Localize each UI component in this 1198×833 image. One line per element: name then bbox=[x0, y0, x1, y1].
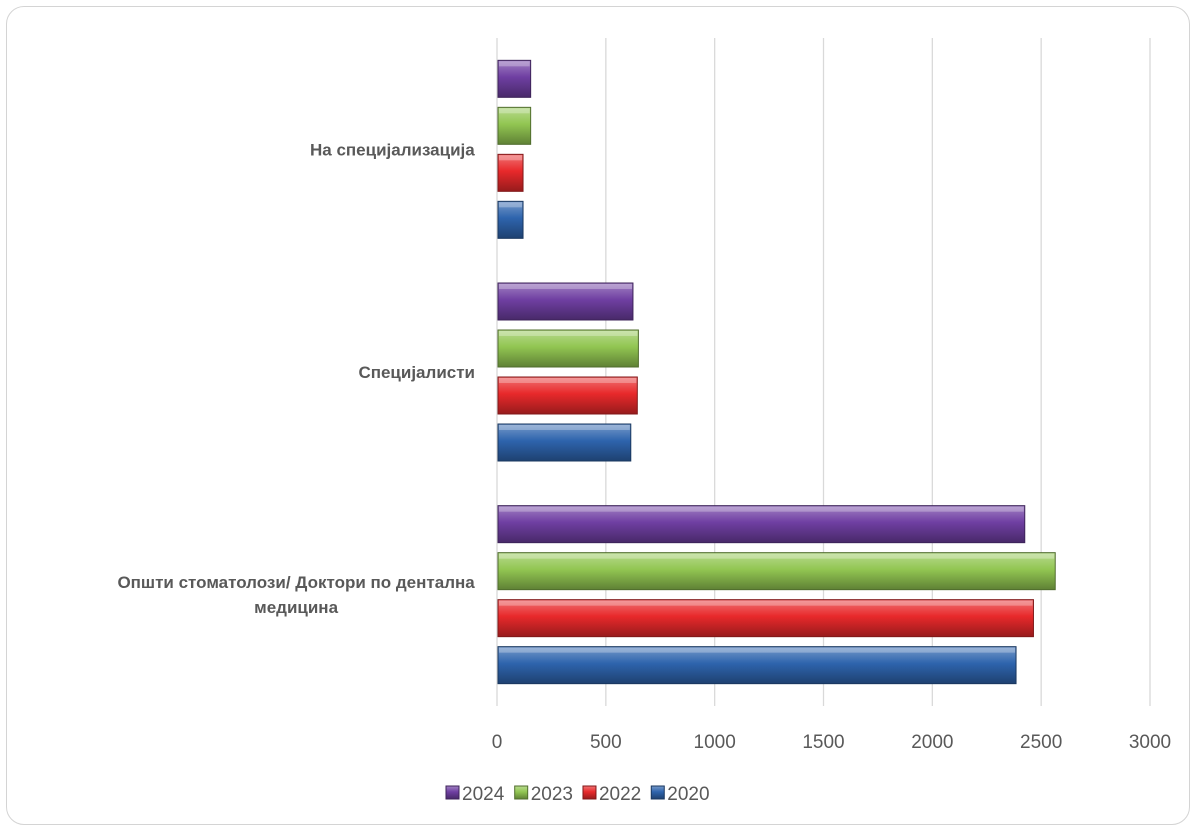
bar-2022-cat1 bbox=[497, 376, 638, 415]
bars bbox=[497, 59, 1056, 685]
bar-2020-cat1 bbox=[497, 423, 632, 462]
bar-highlight-2020-cat2 bbox=[499, 202, 523, 208]
bar-highlight-2020-cat1 bbox=[499, 425, 630, 430]
category-label-0: Општи стоматолози/ Доктори по дентална ме… bbox=[117, 573, 475, 617]
legend-label-2022: 2022 bbox=[599, 784, 641, 805]
legend-swatch-2022 bbox=[582, 785, 597, 800]
x-tick-label-2500: 2500 bbox=[1020, 732, 1062, 753]
category-label-1: Специјалисти bbox=[358, 363, 475, 382]
bar-highlight-2024-cat1 bbox=[499, 284, 632, 289]
x-tick-label-3000: 3000 bbox=[1129, 732, 1171, 753]
bar-2022-cat2 bbox=[497, 153, 524, 192]
x-axis-tick-labels: 0 500 1000 1500 2000 2500 3000 bbox=[492, 732, 1171, 753]
bar-2020-cat0 bbox=[497, 646, 1017, 685]
bar-highlight-2020-cat0 bbox=[499, 647, 1016, 653]
bar-2024-cat1 bbox=[497, 282, 634, 321]
bar-highlight-2024-cat0 bbox=[499, 506, 1024, 512]
bar-2024-cat2 bbox=[497, 59, 532, 98]
legend-label-2023: 2023 bbox=[531, 784, 573, 805]
bar-highlight-2022-cat1 bbox=[499, 378, 637, 383]
grid-lines bbox=[496, 38, 1151, 706]
x-tick-label-0: 0 bbox=[492, 732, 503, 753]
legend: 2024 2023 2022 2020 bbox=[445, 784, 710, 805]
x-tick-label-500: 500 bbox=[590, 732, 622, 753]
bar-2020-cat2 bbox=[497, 200, 524, 239]
legend-swatch-2020 bbox=[650, 785, 665, 800]
category-label-2: На специјализација bbox=[310, 140, 475, 159]
bar-2024-cat0 bbox=[497, 505, 1026, 544]
legend-swatch-2024 bbox=[445, 785, 460, 800]
bar-highlight-2023-cat0 bbox=[499, 553, 1055, 559]
x-tick-label-2000: 2000 bbox=[911, 732, 953, 753]
bar-highlight-2023-cat1 bbox=[499, 331, 638, 336]
x-tick-label-1500: 1500 bbox=[802, 732, 844, 753]
bar-2022-cat0 bbox=[497, 599, 1034, 638]
bar-2023-cat2 bbox=[497, 106, 532, 145]
bar-2023-cat1 bbox=[497, 329, 639, 368]
x-tick-label-1000: 1000 bbox=[694, 732, 736, 753]
bar-highlight-2022-cat0 bbox=[499, 600, 1033, 606]
legend-swatch-2023 bbox=[514, 785, 529, 800]
legend-label-2024: 2024 bbox=[462, 784, 505, 805]
bar-highlight-2023-cat2 bbox=[499, 108, 530, 114]
bar-2023-cat0 bbox=[497, 552, 1056, 591]
category-labels: Општи стоматолози/ Доктори по дентална ме… bbox=[117, 140, 475, 617]
bar-highlight-2022-cat2 bbox=[499, 155, 523, 161]
legend-label-2020: 2020 bbox=[667, 784, 709, 805]
chart-frame bbox=[6, 6, 1190, 825]
bar-highlight-2024-cat2 bbox=[499, 61, 530, 67]
